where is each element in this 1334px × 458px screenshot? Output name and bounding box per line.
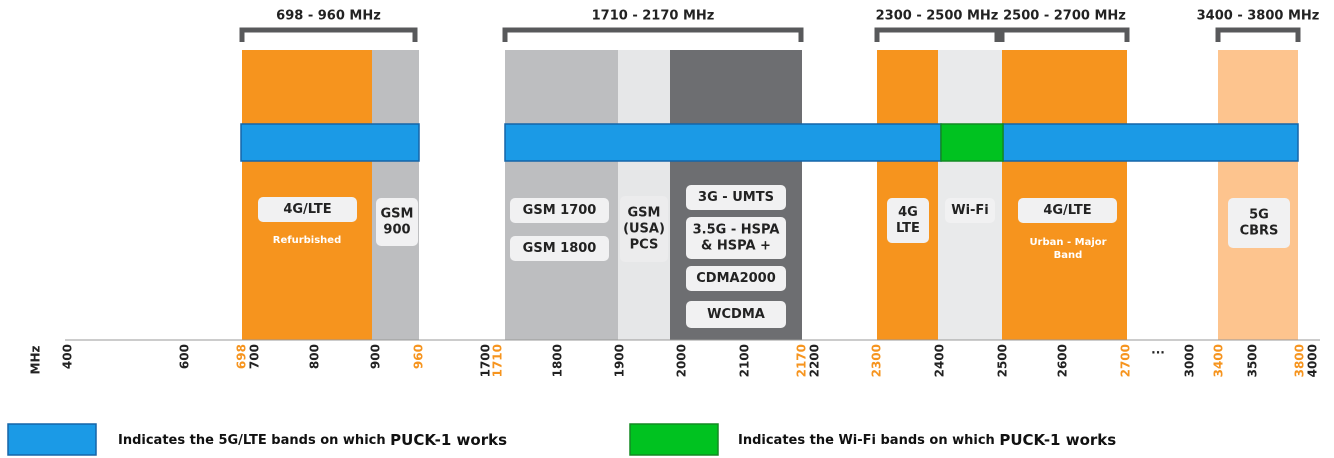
axis-tick-label: 4000 — [1306, 344, 1320, 377]
band-label: & HSPA + — [701, 239, 771, 254]
bracket — [239, 27, 418, 42]
bracket — [999, 27, 1130, 42]
band-label-box — [1018, 198, 1117, 223]
axis-tick-label: 2000 — [675, 344, 689, 377]
axis-tick-label: 700 — [248, 344, 262, 369]
band-bg — [1002, 50, 1127, 340]
axis-tick-label: 3400 — [1212, 344, 1226, 377]
axis-tick-label: 600 — [178, 344, 192, 369]
band-sublabel: Urban - Major — [1029, 237, 1106, 248]
band-bg — [877, 50, 938, 340]
axis-tick-label: 960 — [412, 344, 426, 369]
axis-tick-label: 2700 — [1119, 344, 1133, 377]
band-label: LTE — [896, 221, 920, 236]
band-label: 4G — [898, 205, 918, 220]
bracket — [1215, 27, 1301, 42]
bracket-label: 698 - 960 MHz — [276, 9, 381, 24]
axis-tick-label: 2600 — [1056, 344, 1070, 377]
band-label: 3G - UMTS — [698, 190, 774, 205]
band-label-box — [620, 196, 668, 262]
axis-ellipsis: ... — [1151, 343, 1165, 357]
band-label: PCS — [630, 238, 659, 253]
axis-tick-label: 2400 — [933, 344, 947, 377]
band-label: GSM — [381, 207, 414, 222]
band-bg — [938, 50, 1002, 340]
coverage-bars — [240, 123, 1299, 162]
axis-tick-label: 2170 — [795, 344, 809, 377]
legend-text-main: Indicates the 5G/LTE bands on which — [118, 433, 386, 448]
band-label-box — [258, 197, 357, 222]
legend-text-main: Indicates the Wi-Fi bands on which — [738, 433, 995, 448]
axis-tick-label: 2300 — [870, 344, 884, 377]
band-label: CDMA2000 — [696, 271, 776, 286]
band-bg — [1218, 50, 1298, 340]
bracket-label: 1710 - 2170 MHz — [592, 9, 715, 24]
legend-swatch — [629, 423, 719, 456]
lte-bar — [240, 123, 420, 162]
band-label: (USA) — [623, 222, 665, 237]
band-bg — [372, 50, 419, 340]
axis-tick-label: 1700 — [479, 344, 493, 377]
band-label-box — [686, 185, 786, 210]
band-sublabel: Band — [1054, 250, 1083, 261]
band-bg — [242, 50, 372, 340]
axis-tick-label: 2200 — [808, 344, 822, 377]
band-bg — [618, 50, 670, 340]
axis-tick-label: 1800 — [551, 344, 565, 377]
band-label: 3.5G - HSPA — [693, 223, 780, 238]
band-label: 4G/LTE — [283, 202, 331, 217]
band-label-box — [686, 301, 786, 328]
band-label: GSM 1800 — [523, 241, 597, 256]
axis-tick-label: 800 — [308, 344, 322, 369]
band-label: 900 — [383, 223, 410, 238]
band-label: GSM 1700 — [523, 203, 597, 218]
axis-tick-label: 2100 — [738, 344, 752, 377]
bracket-label: 3400 - 3800 MHz — [1197, 9, 1320, 24]
legend-text-emphasis: PUCK-1 works — [999, 431, 1116, 449]
axis-tick-label: 698 — [235, 344, 249, 369]
legend-text: Indicates the Wi-Fi bands on which PUCK-… — [738, 431, 1116, 449]
legend-text: Indicates the 5G/LTE bands on which PUCK… — [118, 431, 507, 449]
band-bg — [505, 50, 618, 340]
bracket-label: 2500 - 2700 MHz — [1003, 9, 1126, 24]
band-label: GSM — [628, 206, 661, 221]
band-label-box — [945, 198, 995, 223]
axis-tick-label: 1900 — [613, 344, 627, 377]
wifi-bar — [940, 123, 1004, 162]
band-sublabel: Refurbished — [273, 235, 341, 246]
band-label: Wi-Fi — [951, 203, 989, 218]
axis-tick-label: 900 — [369, 344, 383, 369]
legend-text-emphasis: PUCK-1 works — [390, 431, 507, 449]
bracket — [874, 27, 1000, 42]
band-label-box — [887, 198, 929, 243]
axis-tick-label: 3500 — [1246, 344, 1260, 377]
axis-tick-label: 3800 — [1293, 344, 1307, 377]
lte-bar — [1002, 123, 1299, 162]
band-label-box — [510, 236, 609, 261]
band-label-box — [686, 217, 786, 259]
axis-tick-label: 400 — [61, 344, 75, 369]
band-label-box — [376, 198, 418, 246]
band-label: WCDMA — [707, 307, 765, 322]
band-label-box — [510, 198, 609, 223]
band-label-box — [1228, 198, 1290, 248]
band-label: 5G — [1249, 208, 1269, 223]
band-label-box — [686, 266, 786, 291]
bracket — [502, 27, 804, 42]
axis-tick-label: 1710 — [491, 344, 505, 377]
band-label: CBRS — [1240, 224, 1279, 239]
lte-bar — [504, 123, 942, 162]
axis-unit: MHz — [29, 346, 43, 375]
axis-tick-label: 2500 — [996, 344, 1010, 377]
bracket-label: 2300 - 2500 MHz — [876, 9, 999, 24]
labels: 698 - 960 MHz 1710 - 2170 MHz 2300 - 2500 … — [29, 9, 1320, 449]
band-label: 4G/LTE — [1043, 203, 1091, 218]
axis-tick-label: 3000 — [1183, 344, 1197, 377]
legend-swatch — [7, 423, 97, 456]
